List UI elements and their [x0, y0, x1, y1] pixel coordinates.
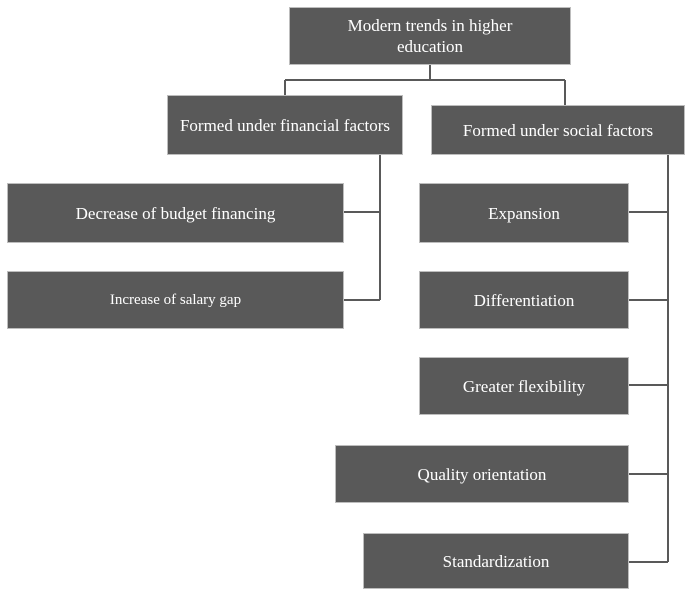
leaf-node: Greater flexibility — [419, 357, 629, 415]
category-node: Formed under social factors — [431, 105, 685, 155]
leaf-node: Differentiation — [419, 271, 629, 329]
leaf-node: Decrease of budget financing — [7, 183, 344, 243]
category-node: Formed under financial factors — [167, 95, 403, 155]
leaf-node: Increase of salary gap — [7, 271, 344, 329]
root-node: Modern trends in higher education — [289, 7, 571, 65]
leaf-node: Expansion — [419, 183, 629, 243]
leaf-node: Quality orientation — [335, 445, 629, 503]
leaf-node: Standardization — [363, 533, 629, 589]
